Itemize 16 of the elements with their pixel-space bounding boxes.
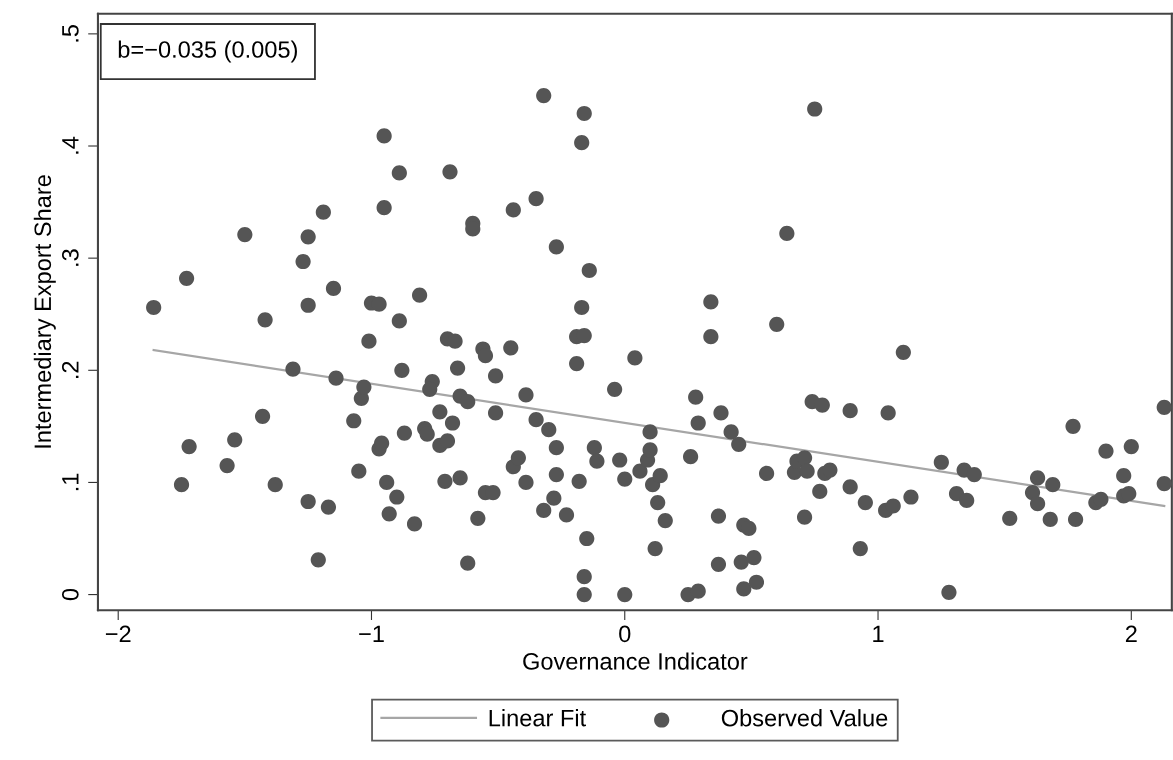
x-axis-title: Governance Indicator [523,652,748,670]
annotation: b=−0.035 (0.005) [118,40,297,63]
y-axis-title: Intermediary Export Share [33,175,56,448]
y-tick-label: .2 [61,361,79,378]
x-tick-label: 0 [619,625,631,643]
y-tick-label: 0 [61,588,79,601]
x-tick-label: −1 [359,625,384,642]
y-tick-label: .1 [62,473,79,491]
x-tick-label: 1 [873,625,884,642]
legend-label: Linear Fit [489,709,586,727]
y-tick-label: .4 [62,136,79,154]
x-tick-label: −2 [105,625,131,642]
legend-label: Observed Value [721,709,888,727]
y-tick-label: .5 [62,25,79,42]
x-tick-label: 2 [1125,625,1137,642]
y-tick-label: .3 [61,249,79,266]
